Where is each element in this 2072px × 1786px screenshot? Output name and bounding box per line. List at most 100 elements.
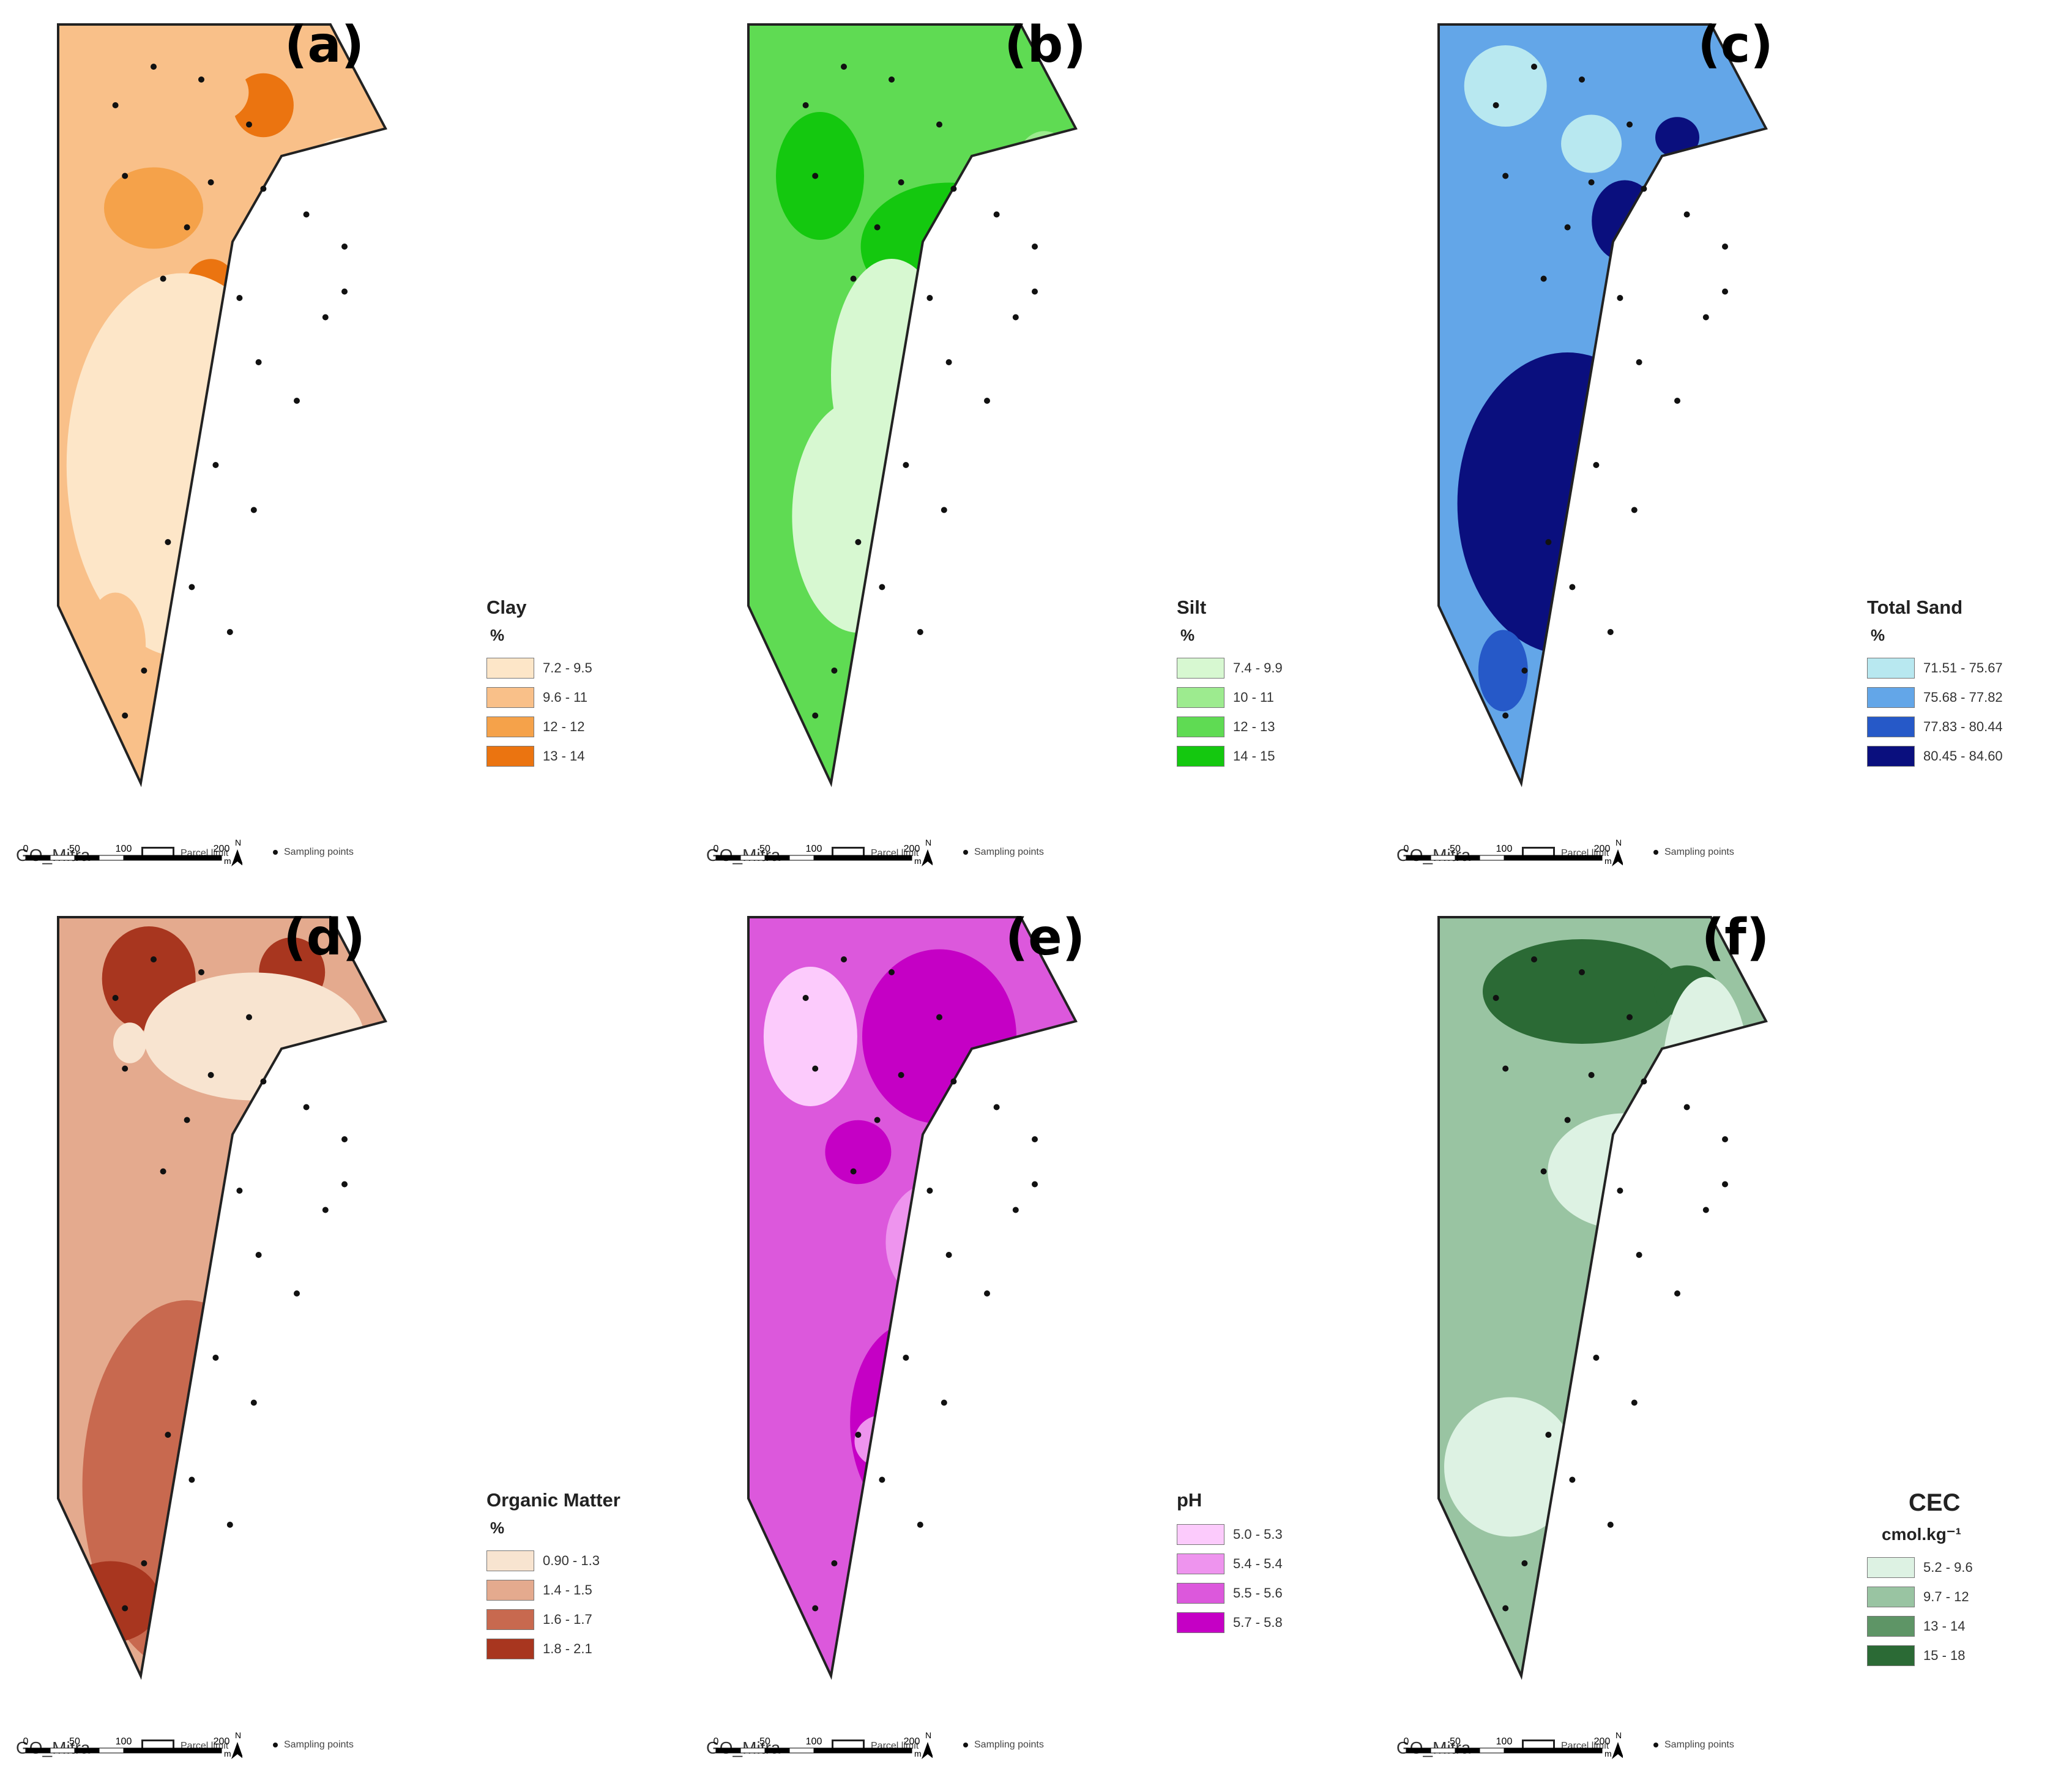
north-arrow-icon: [922, 849, 933, 866]
scale-segment: [740, 1747, 766, 1754]
parcel-outline: [1437, 23, 1768, 787]
scale-tick-label: 50: [69, 1736, 80, 1747]
contour-zone: [763, 967, 857, 1106]
legend-item-label: 12 - 12: [543, 719, 585, 734]
legend-item-label: 80.45 - 84.60: [1923, 748, 2003, 764]
contour-zone: [1655, 117, 1699, 158]
sampling-point: [1579, 76, 1585, 83]
legend-item: 13 - 14: [1867, 1612, 1973, 1641]
scale-segment: [1504, 855, 1603, 861]
sampling-point: [917, 629, 923, 635]
sampling-points: [1493, 64, 1728, 719]
scale-segment: [25, 855, 51, 861]
legend-items: 7.4 - 9.9 10 - 11 12 - 13 14 - 15: [1177, 653, 1283, 771]
legend: Organic Matter % 0.90 - 1.3 1.4 - 1.5 1.6 …: [486, 1489, 620, 1664]
legend-unit: %: [1180, 626, 1195, 644]
sampling-point: [802, 995, 809, 1001]
scale-segment: [715, 1747, 741, 1754]
sampling-point: [1579, 969, 1585, 975]
sampling-point: [993, 1104, 1000, 1111]
legend-swatch: [1177, 1612, 1224, 1633]
sampling-point: [341, 288, 348, 295]
legend-item-label: 5.0 - 5.3: [1233, 1527, 1283, 1542]
north-arrow-icon: [1612, 1742, 1623, 1759]
scale-tick-label: 50: [759, 844, 770, 854]
sampling-point: [950, 185, 957, 192]
scale-segment: [1406, 855, 1431, 861]
legend-item: 14 - 15: [1177, 742, 1283, 771]
scale-tick-label: 0: [23, 844, 29, 854]
scale-unit: m: [914, 856, 922, 866]
sampling-point: [1564, 224, 1571, 231]
map-panel-a: (a) Clay % 7.2 - 9.5 9.6 - 11 12 - 12 13 - …: [0, 0, 690, 893]
scale-tick-label: 200: [904, 844, 920, 854]
legend-swatch: [486, 1639, 534, 1659]
north-label: N: [1615, 838, 1622, 847]
legend-item: 1.4 - 1.5: [486, 1576, 620, 1605]
sampling-points-label: Sampling points: [974, 1739, 1044, 1750]
legend-swatch: [1177, 1524, 1224, 1545]
north-label: N: [1615, 1730, 1622, 1740]
map-footer: GO_Mitra Parcel limit Sampling points 05…: [1396, 837, 2063, 880]
scale-bar: 0 50 100 200 mN: [714, 1730, 933, 1759]
scale-tick-label: 200: [214, 1736, 230, 1747]
sampling-point: [850, 275, 857, 282]
legend-swatch: [486, 1580, 534, 1601]
scale-unit: m: [914, 1749, 922, 1758]
panel-label: (a): [284, 16, 365, 74]
contour-zone: [1444, 1397, 1576, 1537]
contour-zone: [1464, 45, 1547, 127]
sampling-point: [1502, 1605, 1509, 1612]
sampling-point: [1636, 359, 1642, 365]
legend-item: 77.83 - 80.44: [1867, 712, 2003, 742]
sampling-point: [141, 1560, 147, 1566]
sampling-point: [322, 314, 329, 321]
legend-title: Organic Matter: [486, 1489, 620, 1511]
panel-label: (c): [1697, 16, 1773, 74]
sampling-point: [936, 1014, 942, 1021]
parcel-outline: [1437, 916, 1768, 1680]
legend-unit: %: [490, 626, 505, 644]
sampling-point: [903, 462, 909, 468]
sampling-point-symbol: [1653, 850, 1658, 855]
scale-tick-label: 50: [69, 844, 80, 854]
sampling-point: [188, 1476, 195, 1483]
sampling-point: [993, 211, 1000, 218]
sampling-point: [874, 224, 881, 231]
sampling-point: [1674, 1290, 1680, 1297]
sampling-point: [1722, 288, 1728, 295]
legend-item: 15 - 18: [1867, 1641, 1973, 1670]
sampling-point: [294, 398, 300, 404]
scale-segment: [1504, 1747, 1603, 1754]
scale-unit: m: [1604, 856, 1612, 866]
legend-item-label: 5.7 - 5.8: [1233, 1615, 1283, 1630]
legend-item-label: 10 - 11: [1233, 690, 1274, 705]
sampling-point: [1012, 1207, 1019, 1213]
scale-segment: [1479, 855, 1505, 861]
scale-tick-label: 50: [759, 1736, 770, 1747]
scale-segment: [813, 855, 912, 861]
legend-item-label: 15 - 18: [1923, 1648, 1966, 1663]
scale-segment: [123, 855, 222, 861]
scale-segment: [764, 855, 790, 861]
sampling-point: [122, 1065, 129, 1072]
scale-segment: [1406, 1747, 1431, 1754]
sampling-point: [226, 1522, 233, 1528]
map-svg: [1437, 23, 1768, 787]
sampling-point: [303, 211, 310, 218]
sampling-point: [1617, 295, 1623, 301]
scale-tick-label: 0: [1404, 1736, 1409, 1747]
sampling-point: [898, 179, 904, 185]
sampling-point: [112, 995, 119, 1001]
sampling-point: [926, 1188, 933, 1194]
legend-item: 5.7 - 5.8: [1177, 1608, 1283, 1637]
map-footer: GO_Mitra Parcel limit Sampling points 05…: [16, 1730, 683, 1773]
contour-zone: [1719, 259, 1766, 311]
sampling-point: [831, 668, 838, 674]
sampling-point: [1531, 64, 1537, 70]
sampling-point: [1540, 275, 1547, 282]
sampling-points: [802, 64, 1038, 719]
legend-item-label: 71.51 - 75.67: [1923, 660, 2003, 675]
sampling-point: [246, 1014, 252, 1021]
sampling-point: [941, 1399, 947, 1406]
